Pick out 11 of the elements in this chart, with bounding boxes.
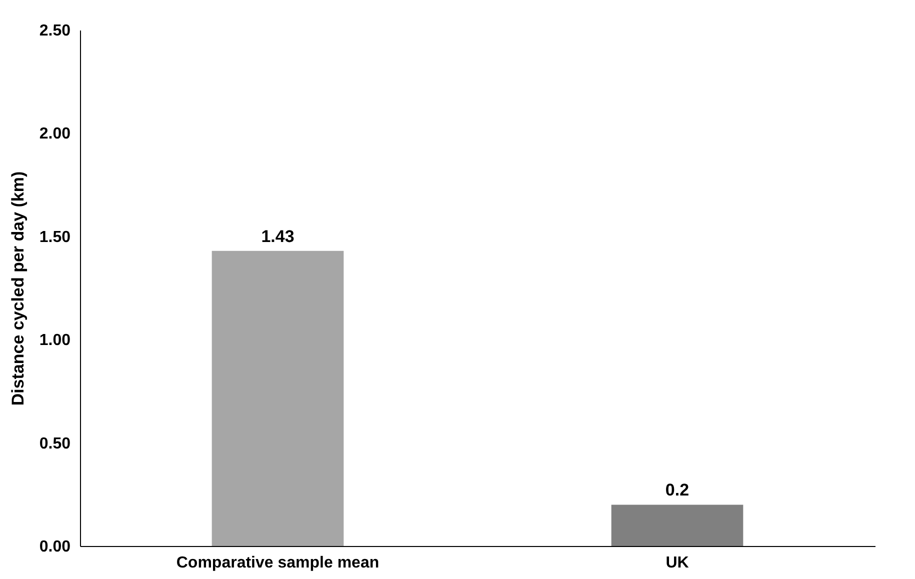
y-tick-label: 0.50 (39, 435, 71, 452)
y-tick-label: 1.00 (39, 332, 71, 350)
y-tick-label: 2.00 (39, 126, 71, 143)
data-label: 0.2 (665, 480, 690, 500)
x-tick-label: Comparative sample mean (176, 554, 380, 572)
x-tick-label: UK (666, 554, 690, 572)
y-tick-label: 0.00 (39, 538, 71, 556)
y-tick-label: 1.50 (39, 228, 71, 246)
y-axis-title: Distance cycled per day (km) (8, 171, 28, 406)
data-label: 1.43 (261, 226, 294, 246)
y-tick-label: 2.50 (39, 22, 71, 40)
